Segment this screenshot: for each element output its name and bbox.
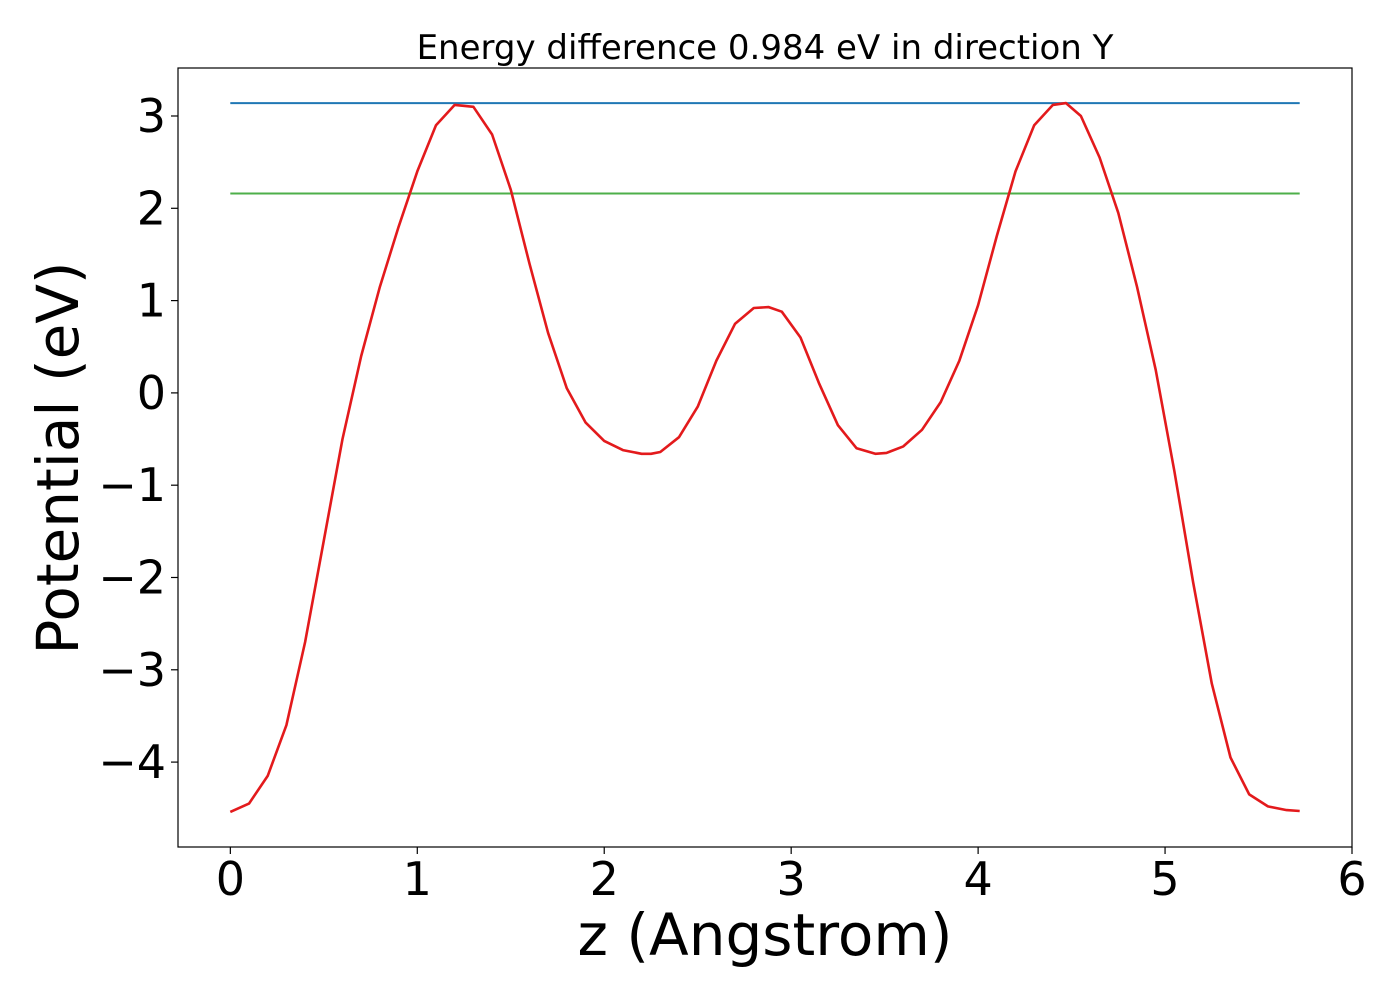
x-tick-label: 3 (777, 852, 806, 906)
plot-area-frame (177, 67, 1353, 848)
x-tick-label: 1 (403, 852, 432, 906)
series-line-0 (229, 101, 1300, 814)
y-axis: 3 2 1 0 −1 −2 −3 −4 (98, 89, 178, 789)
x-tick-label: 5 (1150, 852, 1179, 906)
x-tick-label: 6 (1337, 852, 1366, 906)
y-tick-label: −3 (98, 643, 166, 697)
series-layer (229, 101, 1300, 814)
x-tick-label: 4 (963, 852, 992, 906)
y-tick-label: 3 (137, 89, 166, 143)
x-axis: 0 1 2 3 4 5 6 (216, 847, 1367, 906)
x-tick-label: 0 (216, 852, 245, 906)
x-axis-label: z (Angstrom) (578, 901, 953, 969)
x-tick-label: 2 (590, 852, 619, 906)
y-tick-label: −1 (98, 458, 166, 512)
y-tick-label: 2 (137, 181, 166, 235)
chart-title: Energy difference 0.984 eV in direction … (417, 28, 1114, 68)
y-axis-label: Potential (eV) (24, 261, 92, 654)
y-tick-label: −2 (98, 550, 166, 604)
y-tick-label: 1 (137, 274, 166, 328)
y-tick-label: −4 (98, 735, 166, 789)
y-tick-label: 0 (137, 366, 166, 420)
